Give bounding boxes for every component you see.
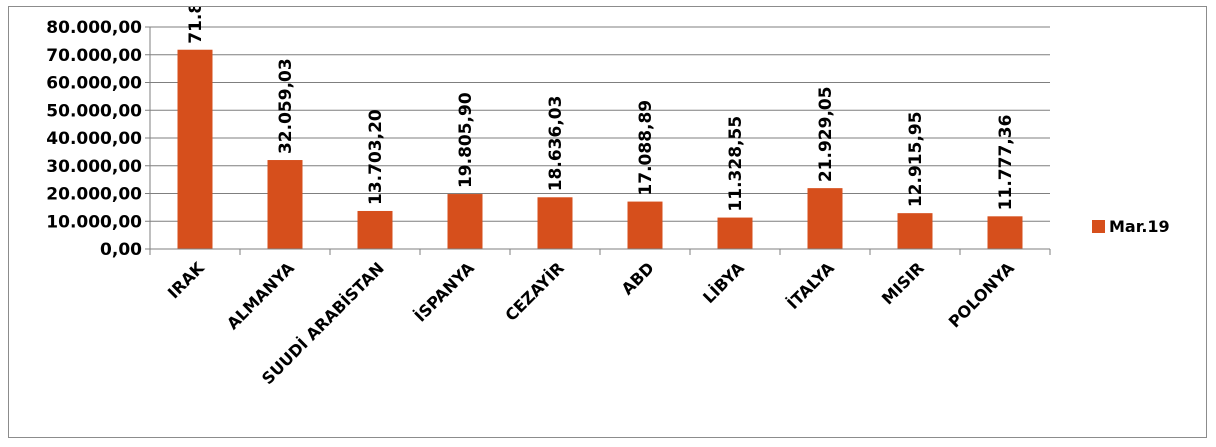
x-tick-label: İSPANYA bbox=[411, 258, 479, 326]
legend-swatch bbox=[1092, 220, 1105, 233]
y-tick-label: 50.000,00 bbox=[46, 101, 142, 121]
x-tick-label: ALMANYA bbox=[223, 258, 298, 333]
legend: Mar.19 bbox=[1092, 217, 1170, 236]
data-label: 18.636,03 bbox=[546, 96, 566, 192]
y-tick-label: 80.000,00 bbox=[46, 18, 142, 38]
data-label: 71.812,71 bbox=[186, 7, 206, 44]
x-tick-label: POLONYA bbox=[945, 258, 1019, 332]
y-tick-label: 20.000,00 bbox=[46, 185, 142, 205]
bar bbox=[537, 197, 573, 249]
data-labels: 71.812,71 32.059,03 13.703,20 19.805,90 18.6… bbox=[186, 7, 1016, 212]
y-tick-label: 0,00 bbox=[100, 240, 142, 260]
bar bbox=[447, 194, 483, 249]
bar bbox=[267, 160, 303, 249]
bar-chart: 0,00 10.000,00 20.000,00 30.000,00 40.000,00… bbox=[46, 7, 1170, 388]
x-tick-label: İTALYA bbox=[783, 258, 838, 313]
x-tick-label: ABD bbox=[618, 258, 658, 298]
x-tick-label: MISIR bbox=[878, 258, 928, 308]
bar bbox=[177, 49, 213, 250]
axes bbox=[145, 26, 1051, 255]
bar bbox=[717, 217, 753, 249]
legend-label: Mar.19 bbox=[1109, 217, 1170, 236]
y-axis-ticks: 0,00 10.000,00 20.000,00 30.000,00 40.000,00… bbox=[46, 18, 142, 260]
x-tick-label: LİBYA bbox=[699, 258, 748, 307]
y-tick-label: 30.000,00 bbox=[46, 157, 142, 177]
x-tick-label: CEZAYİR bbox=[501, 258, 567, 324]
y-tick-label: 70.000,00 bbox=[46, 46, 142, 66]
y-tick-label: 60.000,00 bbox=[46, 74, 142, 94]
chart-frame: 0,00 10.000,00 20.000,00 30.000,00 40.000,00… bbox=[8, 6, 1207, 438]
data-label: 21.929,05 bbox=[816, 86, 836, 182]
bar bbox=[627, 201, 663, 249]
y-tick-label: 40.000,00 bbox=[46, 129, 142, 149]
data-label: 12.915,95 bbox=[906, 111, 926, 207]
bar bbox=[897, 213, 933, 249]
data-label: 13.703,20 bbox=[366, 109, 386, 205]
data-label: 11.328,55 bbox=[726, 116, 746, 212]
bar bbox=[357, 210, 393, 249]
data-label: 19.805,90 bbox=[456, 92, 476, 188]
data-label: 11.777,36 bbox=[996, 115, 1016, 211]
bar bbox=[987, 216, 1023, 249]
data-label: 17.088,89 bbox=[636, 100, 656, 196]
bars bbox=[177, 49, 1023, 250]
bar bbox=[807, 188, 843, 249]
y-tick-label: 10.000,00 bbox=[46, 212, 142, 232]
x-tick-label: IRAK bbox=[164, 258, 208, 302]
data-label: 32.059,03 bbox=[276, 58, 296, 154]
